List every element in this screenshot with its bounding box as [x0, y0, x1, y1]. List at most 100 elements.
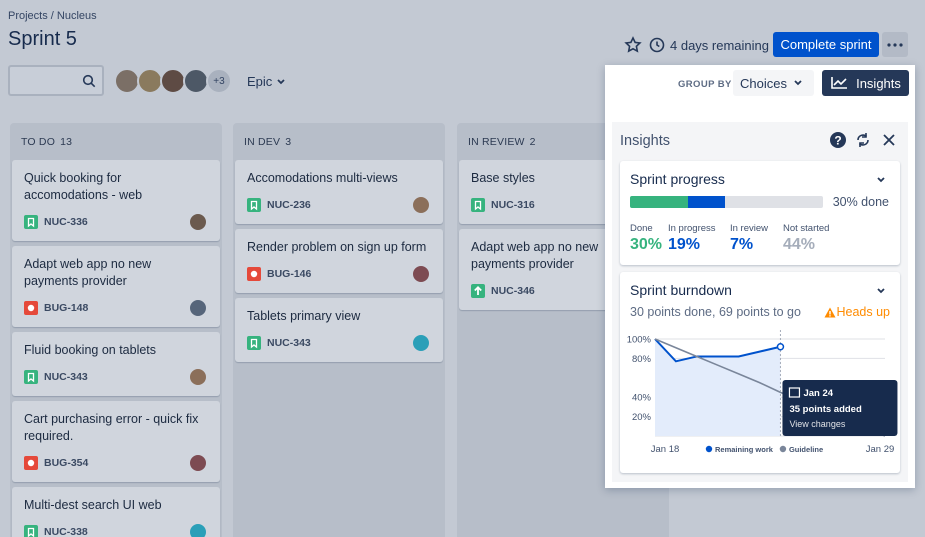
icon-glyph — [27, 459, 35, 467]
icon-bg — [247, 198, 261, 212]
assignee-avatar — [188, 298, 208, 318]
icon-glyph — [474, 200, 482, 211]
search-input[interactable] — [8, 65, 104, 96]
assignee-avatar — [411, 333, 431, 353]
avatar[interactable] — [114, 68, 140, 94]
issue-card[interactable]: Cart purchasing error - quick fix requir… — [12, 401, 220, 482]
issue-key-label: NUC-336 — [44, 216, 88, 228]
issue-type-icon — [24, 525, 38, 537]
issue-key-label: NUC-343 — [44, 371, 88, 383]
sprint-progress-card: Sprint progress 30% done Done 30% In progr… — [620, 161, 900, 265]
hover-point — [776, 343, 785, 351]
issue-key: BUG-146 — [247, 267, 311, 281]
warning-icon — [824, 307, 836, 317]
help-icon[interactable]: ? — [829, 131, 847, 149]
issue-key-label: BUG-354 — [44, 457, 89, 469]
tooltip-link[interactable]: View changes — [789, 419, 845, 429]
progress-bar — [630, 196, 823, 208]
epic-filter[interactable]: Epic — [247, 74, 290, 89]
card-footer: BUG-354 — [24, 452, 208, 474]
chevron-icon — [794, 80, 802, 86]
chevron-icon[interactable] — [875, 286, 887, 296]
stat-value: 7% — [730, 236, 754, 253]
days-remaining: 4 days remaining — [670, 38, 769, 53]
y-tick-label: 20% — [632, 412, 652, 423]
star-icon[interactable] — [624, 36, 642, 54]
heads-up-warning[interactable]: Heads up — [824, 305, 890, 319]
issue-key-label: NUC-346 — [491, 285, 535, 297]
column-name: IN DEV — [244, 136, 281, 148]
progress-segment — [630, 196, 688, 208]
issue-card[interactable]: Accomodations multi-views NUC-236 — [235, 160, 443, 224]
issue-key: NUC-338 — [24, 525, 88, 537]
chevron-icon — [277, 78, 285, 84]
issue-summary: Quick booking for accomodations - web — [24, 171, 143, 202]
group-choice: Choices — [740, 75, 787, 91]
insights-button-label: Insights — [856, 75, 901, 91]
close-icon[interactable] — [882, 133, 896, 147]
issue-key-label: BUG-146 — [267, 268, 312, 280]
assignee-filter[interactable]: +3 — [114, 68, 232, 94]
issue-card[interactable]: Adapt web app no new payments provider BU… — [12, 246, 220, 327]
series-area — [655, 339, 781, 436]
more-assignees[interactable]: +3 — [206, 68, 232, 94]
issue-key-label: BUG-148 — [44, 302, 89, 314]
progress-segment — [687, 196, 725, 208]
more-button[interactable] — [882, 32, 908, 57]
card-footer: NUC-338 — [24, 521, 208, 537]
burndown-subtitle: 30 points done, 69 points to go — [630, 305, 801, 319]
warning-label: Heads up — [836, 305, 890, 319]
issue-card[interactable]: Tablets primary view NUC-343 — [235, 298, 443, 362]
icon-glyph — [27, 372, 35, 383]
stat-value: 44% — [783, 236, 816, 253]
issue-type-icon — [471, 284, 485, 298]
issue-key-label: NUC-316 — [491, 199, 535, 211]
chevron-icon[interactable] — [875, 175, 887, 185]
tooltip — [782, 380, 898, 436]
progress-segment — [738, 196, 823, 208]
stat-label: Done — [630, 223, 653, 234]
assignee-avatar — [411, 195, 431, 215]
search-icon — [82, 74, 96, 88]
y-tick-label: 80% — [632, 354, 652, 365]
issue-key: BUG-354 — [24, 456, 88, 470]
complete-sprint-button[interactable]: Complete sprint — [773, 32, 879, 57]
issue-summary: Adapt web app no new payments provider — [24, 257, 152, 288]
issue-summary: Adapt web app no new payments provider — [471, 240, 599, 271]
issue-key: NUC-346 — [471, 284, 535, 298]
card-footer: NUC-343 — [247, 332, 431, 354]
column-header: IN REVIEW 2 — [457, 123, 669, 160]
insights-button[interactable]: Insights — [822, 70, 909, 96]
legend-label: Guideline — [789, 445, 823, 454]
issue-key: BUG-148 — [24, 301, 88, 315]
stat-value: 19% — [668, 236, 701, 253]
insights-body: Insights ? Sprint progress 30% done Done… — [612, 122, 908, 482]
assignee-avatar — [188, 367, 208, 387]
issue-type-icon — [24, 456, 38, 470]
x-tick-label: Jan 18 — [651, 444, 680, 455]
issue-card[interactable]: Fluid booking on tablets NUC-343 — [12, 332, 220, 396]
board-column: TO DO 13 Quick booking for accomodations -… — [10, 123, 222, 537]
issue-type-icon — [24, 370, 38, 384]
issue-card[interactable]: Quick booking for accomodations - web NUC… — [12, 160, 220, 241]
column-header: TO DO 13 — [10, 123, 222, 160]
issue-type-icon — [24, 215, 38, 229]
legend-label: Remaining work — [715, 445, 774, 454]
legend-marker — [779, 445, 787, 453]
issue-type-icon — [247, 267, 261, 281]
refresh-icon[interactable] — [855, 132, 871, 148]
icon-glyph — [27, 304, 35, 312]
avatar[interactable] — [183, 68, 209, 94]
breadcrumb[interactable]: Projects / Nucleus — [8, 10, 97, 22]
y-tick-label: 40% — [632, 393, 652, 404]
icon-glyph — [250, 270, 258, 278]
chart-icon — [831, 77, 848, 89]
card-title: Sprint burndown — [630, 282, 732, 298]
stat-value: 30% — [630, 236, 663, 253]
issue-card[interactable]: Multi-dest search UI web NUC-338 — [12, 487, 220, 537]
issue-card[interactable]: Render problem on sign up form BUG-146 — [235, 229, 443, 293]
group-by-select[interactable]: Choices — [733, 70, 814, 96]
icon-bg — [24, 215, 38, 229]
issue-summary: Render problem on sign up form — [247, 240, 427, 254]
calendar-icon — [788, 387, 801, 398]
